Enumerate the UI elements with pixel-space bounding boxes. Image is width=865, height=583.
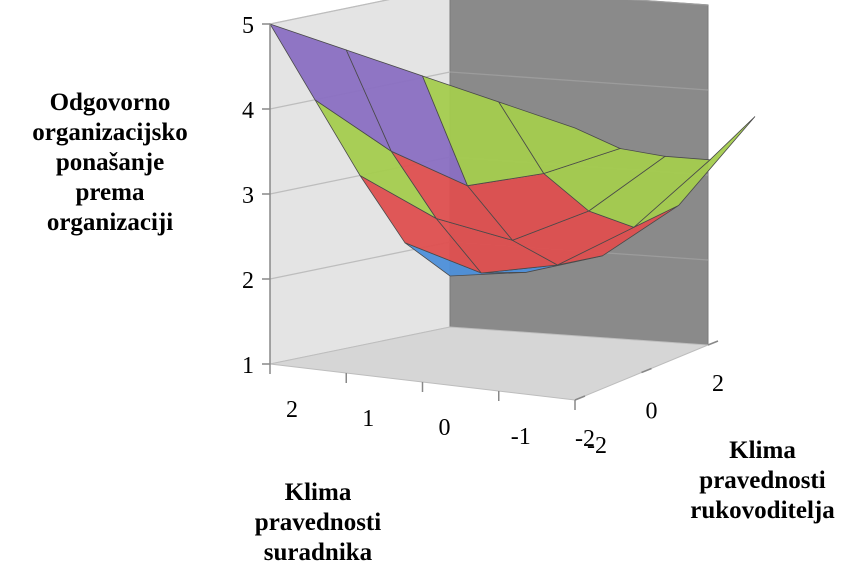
y-tick-label: 2 [712, 371, 724, 397]
y-tick-mark [707, 340, 719, 346]
z-tick-label: 1 [242, 353, 254, 379]
y-tick-mark [574, 395, 586, 401]
x-tick-label: 0 [439, 415, 451, 441]
y-tick-mark [641, 367, 652, 374]
z-tick-label: 4 [242, 98, 254, 124]
surface-cell [497, 101, 622, 174]
z-tick-label: 2 [242, 268, 254, 294]
y-tick-label: 0 [646, 399, 658, 425]
x-tick-label: -2 [587, 433, 607, 459]
surface-plot [269, 23, 756, 277]
z-tick-label: 3 [242, 183, 254, 209]
y-tick-label: -2 [575, 426, 595, 452]
back-gridline [449, 71, 709, 91]
y-axis-title: Klima pravednosti rukovoditelja [690, 437, 835, 524]
tick-labels: 1 2 3 4 5 2 1 0 -1 -2-2 0 2 [242, 13, 724, 459]
x-tick-label: 1 [362, 406, 374, 432]
x-tick-label: -1 [511, 424, 531, 450]
x-axis-title: Klima pravednosti suradnika [254, 479, 382, 566]
x-tick-label: 2 [286, 397, 298, 423]
side-gridline [269, 0, 390, 25]
z-tick-label: 5 [242, 13, 254, 39]
z-axis-title: Odgovorno organizacijsko ponašanje prema… [32, 89, 188, 236]
back-gridline [626, 0, 709, 6]
